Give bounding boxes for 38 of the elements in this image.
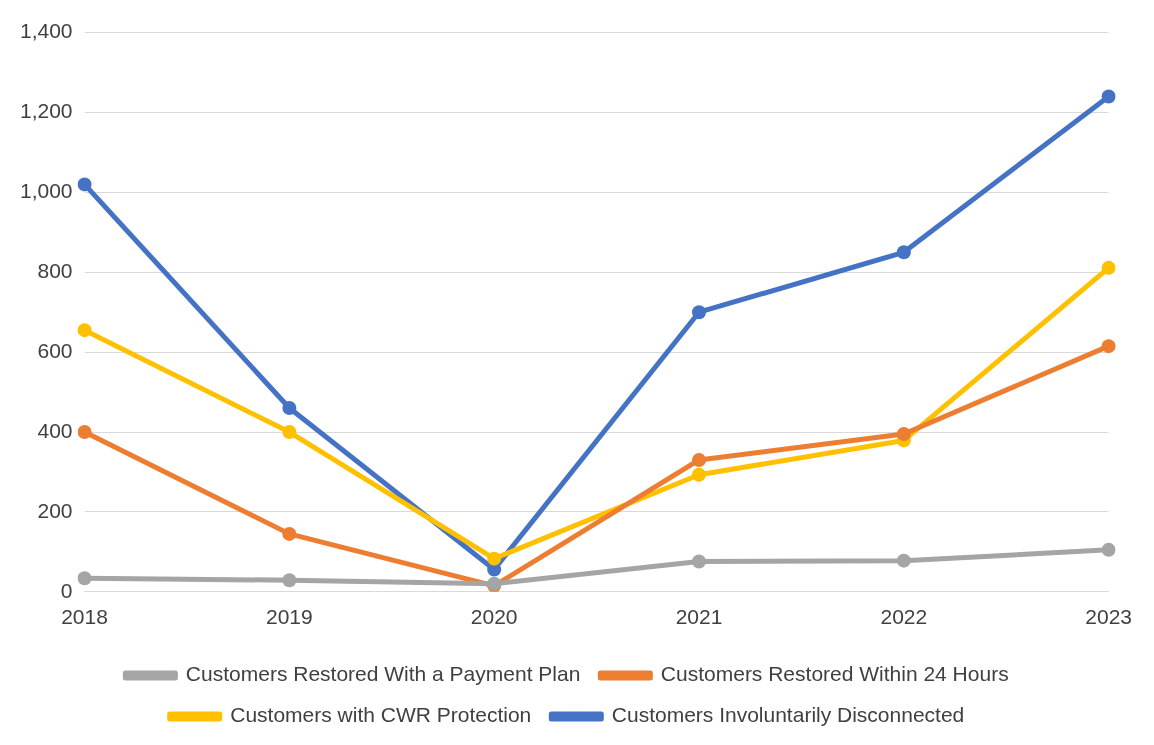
x-tick-label: 2018 xyxy=(61,605,108,629)
x-tick-label: 2023 xyxy=(1085,605,1132,629)
x-tick-label: 2022 xyxy=(880,605,928,629)
point xyxy=(692,305,707,320)
y-tick-label: 1,400 xyxy=(19,19,73,43)
point xyxy=(1101,89,1116,104)
point xyxy=(77,177,92,192)
legend-label: Customers Restored Within 24 Hours xyxy=(660,662,1009,686)
point xyxy=(1101,542,1116,557)
point xyxy=(692,554,707,569)
point xyxy=(1101,260,1116,275)
legend-label: Customers Restored With a Payment Plan xyxy=(185,662,581,686)
y-tick-label: 200 xyxy=(37,498,73,522)
point xyxy=(487,551,502,566)
legend-label: Customers Involuntarily Disconnected xyxy=(611,703,965,727)
y-tick-label: 600 xyxy=(37,338,73,362)
y-tick-label: 1,200 xyxy=(19,99,73,123)
y-tick-label: 0 xyxy=(60,578,73,602)
point xyxy=(896,427,911,442)
point xyxy=(282,573,297,588)
point xyxy=(896,553,911,568)
point xyxy=(1101,339,1116,354)
x-tick-label: 2021 xyxy=(675,605,723,629)
point xyxy=(282,526,297,541)
y-tick-label: 800 xyxy=(37,259,73,283)
y-tick-label: 1,000 xyxy=(19,179,73,203)
point xyxy=(692,452,707,467)
point xyxy=(692,467,707,482)
point xyxy=(282,425,297,440)
point xyxy=(77,571,92,586)
point xyxy=(77,425,92,440)
point xyxy=(77,323,92,338)
point xyxy=(282,401,297,416)
x-tick-label: 2020 xyxy=(470,605,518,629)
point xyxy=(896,245,911,260)
x-tick-label: 2019 xyxy=(266,605,313,629)
legend-label: Customers with CWR Protection xyxy=(230,703,532,727)
y-tick-label: 400 xyxy=(37,418,73,442)
